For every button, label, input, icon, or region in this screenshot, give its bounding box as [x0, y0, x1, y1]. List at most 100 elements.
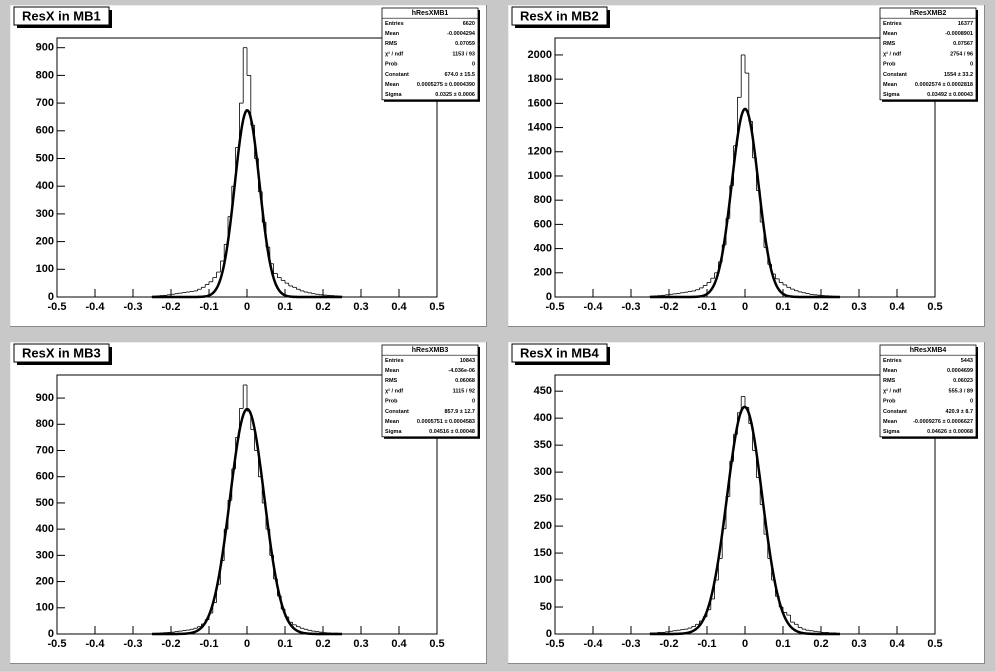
title-box: [13, 343, 110, 363]
x-tick-label: -0.5: [48, 638, 67, 650]
y-tick-label: 300: [534, 466, 552, 478]
x-tick-label: 0.3: [851, 301, 866, 313]
stats-title: hResXMB1: [412, 10, 449, 17]
stats-label: Mean: [385, 368, 400, 374]
stats-value: 16377: [958, 21, 973, 27]
x-tick-label: 0.2: [813, 301, 828, 313]
y-tick-label: 800: [534, 194, 552, 206]
stats-value: 0.04626 ± 0.00068: [927, 429, 973, 435]
stats-value: 0.04516 ± 0.00048: [429, 429, 475, 435]
x-tick-label: 0.4: [391, 301, 407, 313]
stats-label: Constant: [883, 72, 907, 78]
x-tick-label: -0.4: [584, 301, 604, 313]
y-tick-label: 400: [36, 523, 54, 535]
stats-label: Sigma: [385, 429, 402, 435]
stats-box: [381, 7, 479, 101]
stats-label: Sigma: [883, 92, 900, 98]
fit-curve: [650, 107, 840, 299]
y-tick-label: 0: [546, 291, 552, 303]
y-tick-label: 1400: [528, 121, 552, 133]
y-tick-label: 700: [36, 444, 54, 456]
stats-box: [879, 7, 977, 101]
y-tick-label: 450: [534, 385, 552, 397]
x-tick-label: -0.2: [162, 638, 181, 650]
stats-label: RMS: [883, 41, 896, 47]
stats-label: χ² / ndf: [385, 50, 403, 57]
y-tick-label: 400: [36, 180, 54, 192]
stats-label: RMS: [385, 41, 398, 47]
title-box: [13, 6, 110, 26]
stats-label: Entries: [883, 358, 902, 364]
stats-value: 10843: [460, 358, 475, 364]
x-tick-label: 0: [742, 301, 748, 313]
stats-value: 0: [970, 62, 973, 68]
stats-label: χ² / ndf: [883, 50, 901, 57]
y-tick-label: 100: [36, 602, 54, 614]
y-tick-label: 200: [534, 520, 552, 532]
stats-title: hResXMB2: [910, 10, 947, 17]
stats-value: 0.0325 ± 0.0006: [435, 92, 475, 98]
fit-curve: [650, 405, 840, 636]
x-tick-label: 0: [244, 638, 250, 650]
x-tick-label: 0.5: [429, 301, 444, 313]
title-box: [511, 6, 608, 26]
x-tick-label: -0.3: [622, 301, 641, 313]
x-tick-label: 0: [244, 301, 250, 313]
x-tick-label: -0.3: [124, 638, 143, 650]
x-tick-label: 0.1: [277, 301, 292, 313]
x-tick-label: -0.1: [698, 301, 717, 313]
y-tick-label: 1200: [528, 146, 552, 158]
y-tick-label: 150: [534, 547, 552, 559]
pad: 0 100 200 300 400 500 600 700 800 900 -0.5 -0.4 -0.3…: [10, 5, 487, 327]
y-tick-label: 0: [48, 291, 54, 303]
stats-label: Mean: [883, 368, 898, 374]
stats-value: 0.07059: [455, 41, 475, 47]
y-tick-label: 300: [36, 549, 54, 561]
stats-label: Mean: [385, 419, 400, 425]
y-tick-label: 100: [36, 263, 54, 275]
y-tick-label: 0: [48, 628, 54, 640]
y-tick-label: 500: [36, 152, 54, 164]
stats-label: Mean: [883, 82, 898, 88]
x-tick-label: 0.2: [315, 638, 330, 650]
stats-label: Prob: [883, 399, 896, 405]
stats-value: -0.0004294: [447, 31, 476, 37]
x-tick-label: 0.4: [889, 638, 905, 650]
stats-label: Sigma: [883, 429, 900, 435]
stats-value: 1554 ± 33.2: [944, 72, 973, 78]
stats-box: [879, 344, 977, 438]
x-tick-label: -0.4: [86, 638, 106, 650]
y-tick-label: 1000: [528, 170, 552, 182]
stats-value: 0.0005751 ± 0.0004583: [417, 419, 475, 425]
stats-value: 0.0004699: [947, 368, 973, 374]
stats-label: RMS: [883, 378, 896, 384]
x-tick-label: -0.1: [698, 638, 717, 650]
y-tick-label: 2000: [528, 49, 552, 61]
stats-value: 0: [472, 399, 475, 405]
y-tick-label: 800: [36, 418, 54, 430]
x-tick-label: -0.4: [86, 301, 106, 313]
stats-value: 1115 / 92: [453, 388, 475, 394]
stats-value: 0.06023: [953, 378, 973, 384]
stats-title: hResXMB4: [910, 347, 947, 354]
x-tick-label: 0.1: [775, 301, 790, 313]
x-tick-label: 0.5: [927, 301, 942, 313]
y-tick-label: 600: [534, 218, 552, 230]
x-tick-label: 0.5: [429, 638, 444, 650]
stats-value: -4.036e-06: [448, 368, 475, 374]
stats-value: 674.0 ± 15.5: [444, 72, 475, 78]
stats-label: RMS: [385, 378, 398, 384]
x-tick-label: 0: [742, 638, 748, 650]
chart-title: ResX in MB1: [22, 8, 101, 23]
x-tick-label: -0.2: [660, 638, 679, 650]
stats-label: χ² / ndf: [385, 387, 403, 394]
x-tick-label: -0.4: [584, 638, 604, 650]
stats-value: 0.0002574 ± 0.0002818: [915, 82, 973, 88]
pad: 0 100 200 300 400 500 600 700 800 900 -0.5 -0.4 -0.3…: [10, 342, 487, 664]
x-tick-label: -0.5: [48, 301, 67, 313]
fit-curve: [152, 109, 342, 299]
x-tick-label: 0.3: [353, 301, 368, 313]
y-tick-label: 200: [36, 236, 54, 248]
stats-label: Prob: [385, 62, 398, 68]
